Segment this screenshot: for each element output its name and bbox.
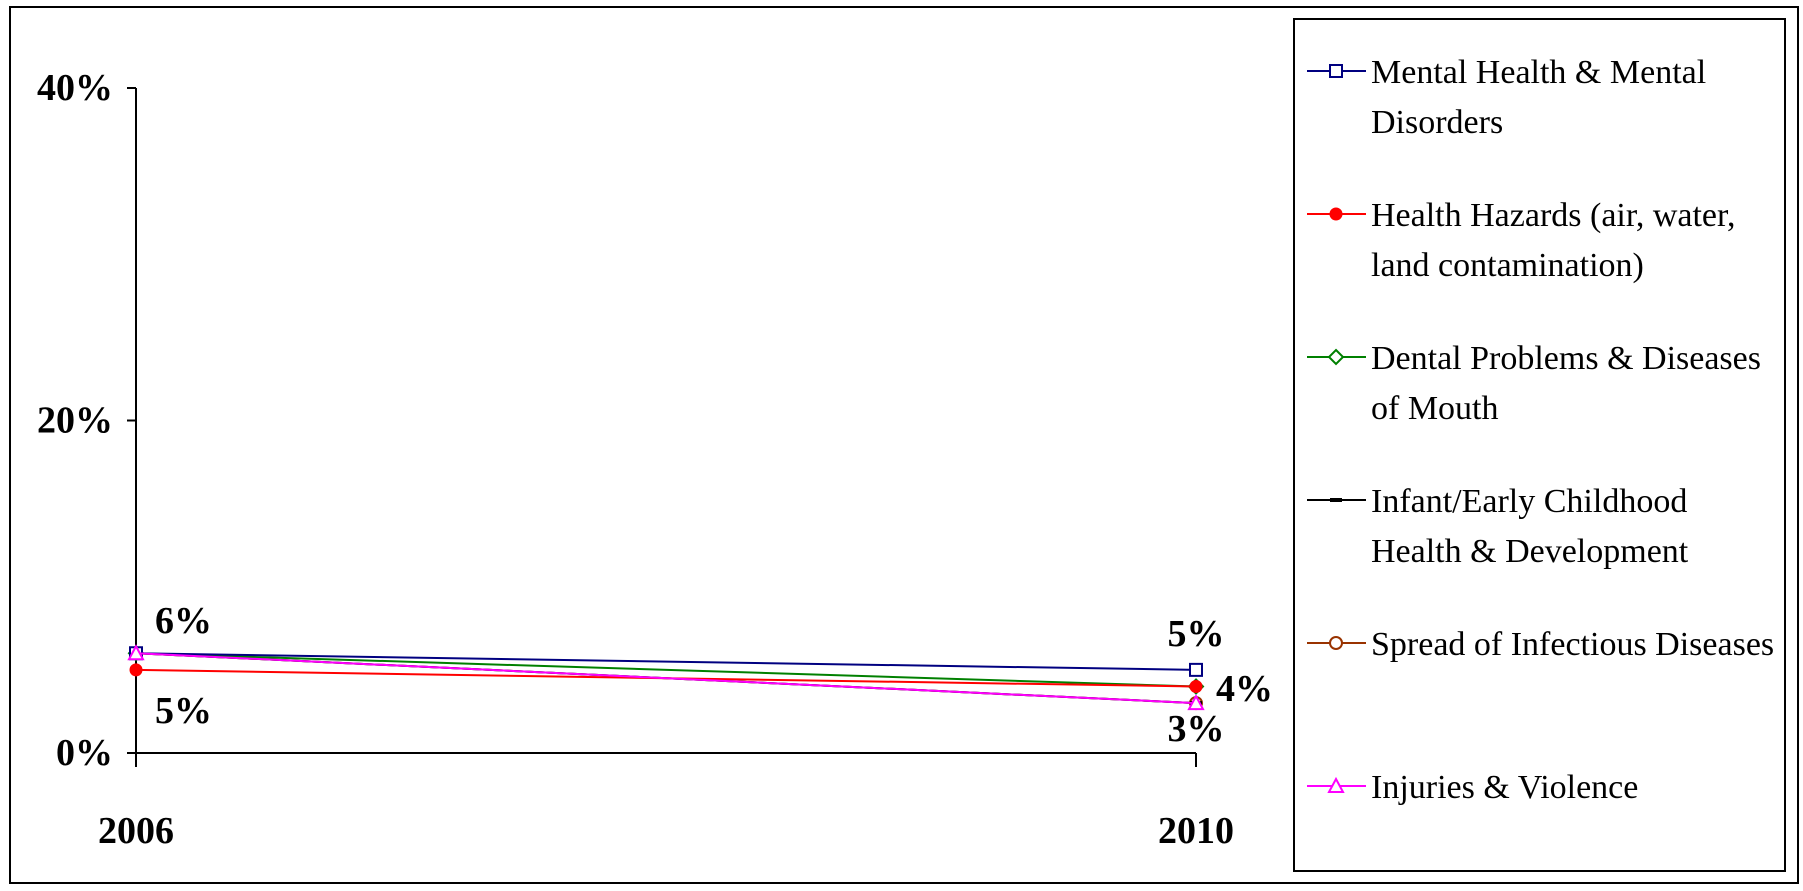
series-6 [127,644,1205,711]
legend-swatch-marker [1329,207,1343,221]
series-3 [127,644,1205,695]
legend-label-line: Health & Development [1371,533,1689,570]
x-tick-label: 2006 [98,810,174,852]
legend-label: Health Hazards (air, water, land contamin… [1371,197,1735,284]
legend-label-line: of Mouth [1371,390,1499,427]
y-tick-label: 20% [37,400,113,442]
data-label: 3% [1168,708,1225,750]
legend-label-line: Disorders [1371,104,1503,141]
legend-item-4: Infant/Early Childhood Health & Developme… [1307,483,1689,570]
y-tick-label: 40% [37,67,113,109]
legend-swatch-marker [1329,636,1343,650]
legend-item-3: Dental Problems & Diseases of Mouth [1307,340,1761,427]
legend-swatch-marker [1327,348,1345,366]
data-label: 4% [1216,668,1273,710]
data-label: 6% [155,600,212,642]
legend-label: Spread of Infectious Diseases [1371,626,1774,663]
data-point [1189,680,1203,693]
legend-label-line: Injuries & Violence [1371,769,1638,806]
legend-label-line: Mental Health & Mental [1371,54,1706,91]
data-label: 5% [155,690,212,732]
legend-box [1293,18,1786,872]
legend-label-line: Dental Problems & Diseases [1371,340,1761,377]
y-tick-label: 0% [56,732,113,774]
legend-label-line: Health Hazards (air, water, [1371,197,1735,234]
legend-label: Mental Health & Mental Disorders [1371,54,1706,141]
legend-item-6: Injuries & Violence [1307,769,1638,806]
data-point [127,644,145,661]
series-line [135,652,1197,671]
legend-label: Injuries & Violence [1371,769,1638,806]
legend-swatch-marker [1329,64,1343,78]
x-tick-label: 2010 [1158,810,1234,852]
legend-item-1: Mental Health & Mental Disorders [1307,54,1706,141]
data-point [129,663,143,677]
legend-swatch-marker [1327,776,1345,793]
series-line [135,652,1197,705]
data-point [1187,694,1205,711]
legend-item-2: Health Hazards (air, water, land contamin… [1307,197,1735,284]
legend-item-5: Spread of Infectious Diseases [1307,626,1774,663]
legend-label-line: Spread of Infectious Diseases [1371,626,1774,663]
legend-label-line: Infant/Early Childhood [1371,483,1687,520]
data-label: 5% [1168,613,1225,655]
chart-frame [9,6,1799,884]
legend-label-line: land contamination) [1371,247,1644,284]
legend-label: Dental Problems & Diseases of Mouth [1371,340,1761,427]
series-line [135,652,1197,688]
data-point [1189,662,1203,677]
legend-label: Infant/Early Childhood Health & Developme… [1371,483,1689,570]
